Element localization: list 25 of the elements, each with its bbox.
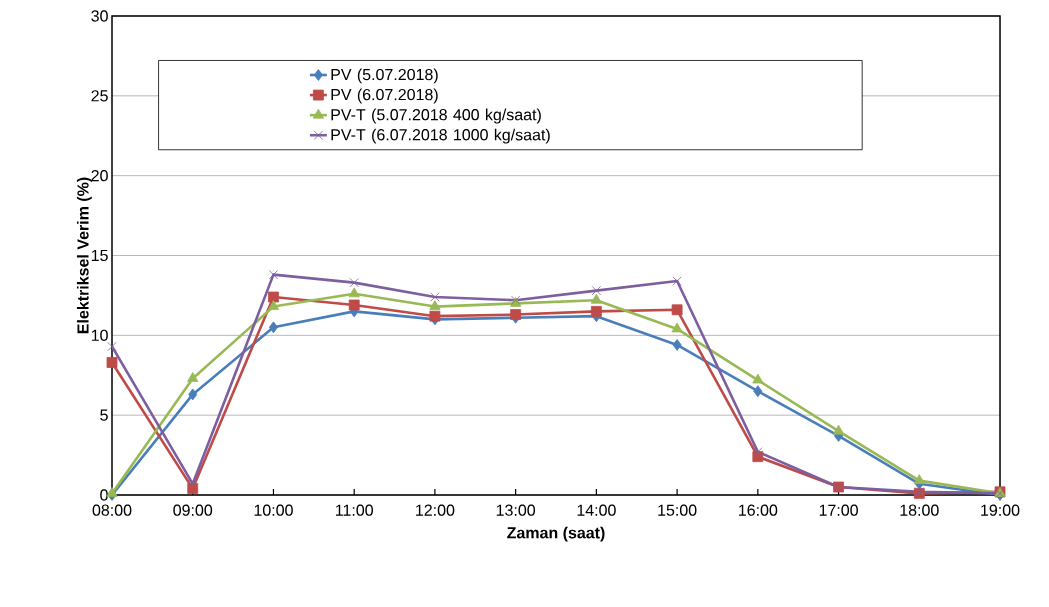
y-tick-label: 15 bbox=[91, 249, 108, 262]
legend-label: PV-T (6.07.2018 1000 kg/saat) bbox=[331, 128, 550, 144]
y-tick-label: 20 bbox=[91, 170, 108, 182]
x-tick-label: 18:00 bbox=[900, 504, 939, 516]
legend-label: PV (5.07.2018) bbox=[331, 68, 438, 84]
x-axis-title: Zaman (saat) bbox=[507, 526, 605, 542]
x-tick-label: 13:00 bbox=[496, 504, 536, 516]
x-tick-label: 11:00 bbox=[335, 504, 373, 516]
y-tick-label: 0 bbox=[100, 489, 108, 501]
x-tick-label: 17:00 bbox=[819, 504, 858, 516]
x-tick-label: 19:00 bbox=[981, 504, 1020, 516]
x-tick-label: 09:00 bbox=[173, 504, 213, 516]
y-tick-label: 10 bbox=[91, 329, 108, 341]
legend-label: PV (6.07.2018) bbox=[331, 88, 438, 104]
x-tick-label: 14:00 bbox=[577, 504, 616, 516]
y-tick-label: 5 bbox=[100, 409, 108, 421]
y-tick-label: 25 bbox=[91, 90, 108, 102]
x-tick-label: 15:00 bbox=[658, 504, 697, 516]
legend-label: PV-T (5.07.2018 400 kg/saat) bbox=[331, 108, 541, 124]
x-tick-label: 10:00 bbox=[254, 504, 293, 516]
x-tick-label: 16:00 bbox=[739, 504, 778, 516]
y-axis-title: Elektriksel Verim (%) bbox=[76, 177, 92, 334]
y-tick-label: 30 bbox=[91, 10, 108, 22]
x-tick-label: 08:00 bbox=[92, 504, 132, 516]
x-tick-label: 12:00 bbox=[416, 504, 455, 516]
